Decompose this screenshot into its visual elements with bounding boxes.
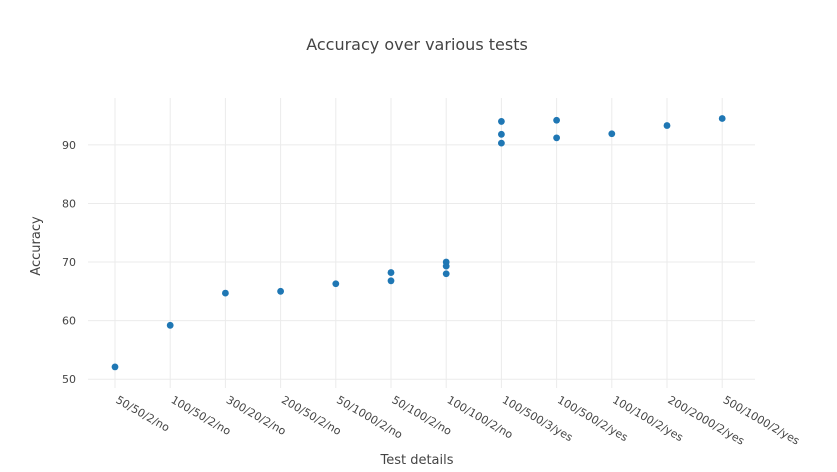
data-point bbox=[498, 139, 505, 147]
x-tick-label: 50/50/2/no bbox=[114, 393, 173, 434]
data-point bbox=[387, 277, 395, 285]
data-point bbox=[608, 130, 616, 138]
data-point bbox=[553, 116, 560, 124]
data-point bbox=[498, 118, 505, 125]
chart-title: Accuracy over various tests bbox=[306, 35, 528, 54]
x-tick-label: 300/20/2/no bbox=[224, 393, 289, 438]
x-tick-label: 200/50/2/no bbox=[279, 393, 344, 438]
data-point bbox=[553, 134, 560, 142]
x-tick-label: 100/50/2/no bbox=[169, 393, 234, 438]
y-tick-label: 50 bbox=[62, 373, 76, 386]
data-point bbox=[442, 270, 450, 278]
y-axis: 50 60 70 80 90 bbox=[62, 139, 76, 386]
y-tick-label: 60 bbox=[62, 315, 76, 328]
data-point bbox=[663, 122, 671, 129]
data-point bbox=[442, 262, 450, 270]
data-point bbox=[332, 280, 340, 288]
data-point bbox=[166, 321, 174, 329]
y-tick-label: 70 bbox=[62, 256, 76, 269]
data-point bbox=[222, 289, 229, 297]
x-axis: 50/50/2/no100/50/2/no300/20/2/no200/50/2… bbox=[114, 393, 803, 447]
data-point bbox=[718, 115, 726, 122]
data-point bbox=[111, 363, 119, 371]
data-point bbox=[498, 130, 505, 138]
data-point bbox=[277, 287, 284, 295]
y-tick-label: 90 bbox=[62, 139, 76, 152]
y-axis-label: Accuracy bbox=[29, 216, 44, 276]
data-points bbox=[111, 115, 726, 371]
grid-lines bbox=[88, 98, 755, 388]
y-tick-label: 80 bbox=[62, 197, 76, 210]
data-point bbox=[387, 269, 395, 276]
x-axis-label: Test details bbox=[379, 453, 453, 468]
